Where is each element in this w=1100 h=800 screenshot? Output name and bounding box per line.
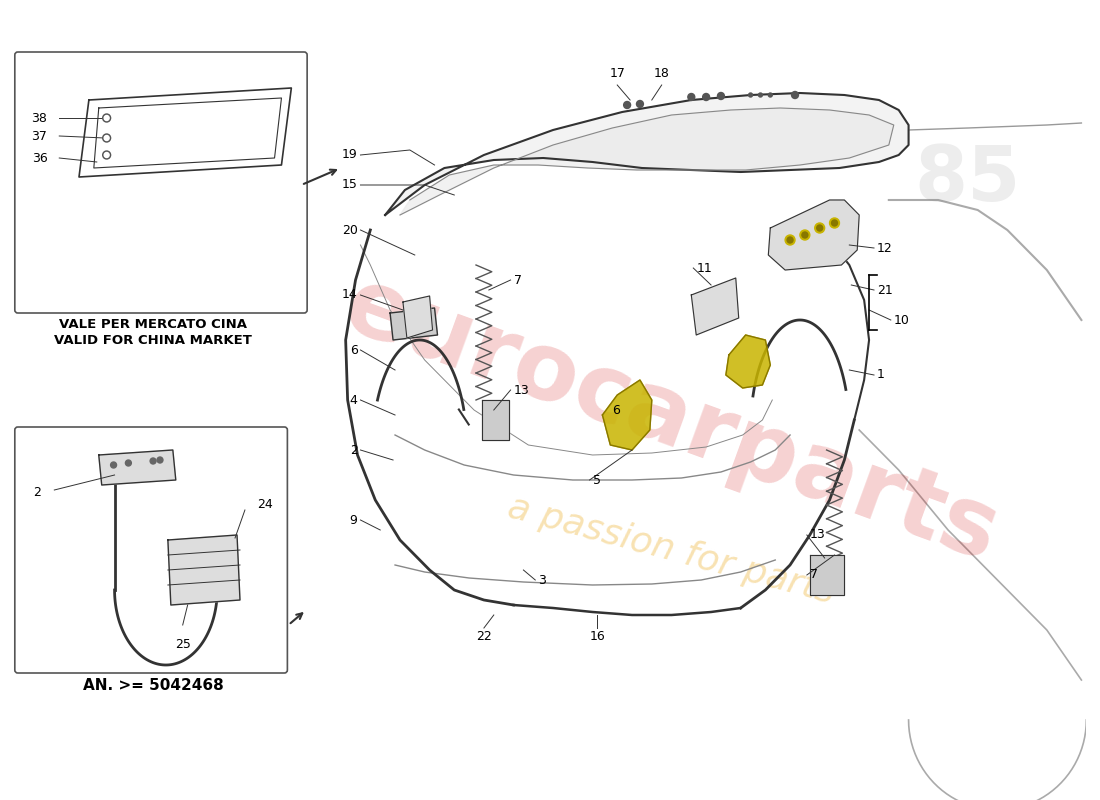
Circle shape xyxy=(785,235,795,245)
Circle shape xyxy=(688,94,695,101)
Text: 6: 6 xyxy=(613,403,620,417)
Text: a passion for parts: a passion for parts xyxy=(505,490,838,610)
Circle shape xyxy=(104,153,109,158)
Text: 13: 13 xyxy=(514,383,529,397)
Circle shape xyxy=(759,93,762,97)
Text: 7: 7 xyxy=(514,274,521,286)
Polygon shape xyxy=(810,555,845,595)
Text: 4: 4 xyxy=(350,394,358,406)
Polygon shape xyxy=(168,535,240,605)
Circle shape xyxy=(788,237,793,243)
Text: 14: 14 xyxy=(342,289,358,302)
Text: 24: 24 xyxy=(256,498,273,511)
Circle shape xyxy=(815,223,825,233)
Circle shape xyxy=(125,460,131,466)
Text: 18: 18 xyxy=(653,67,670,80)
Text: 1: 1 xyxy=(877,369,884,382)
Polygon shape xyxy=(385,93,909,215)
Text: 17: 17 xyxy=(609,67,625,80)
Circle shape xyxy=(800,230,810,240)
Polygon shape xyxy=(99,450,176,485)
Text: 25: 25 xyxy=(175,638,190,651)
Text: 15: 15 xyxy=(342,178,358,191)
Circle shape xyxy=(104,115,109,121)
Polygon shape xyxy=(400,108,894,215)
Polygon shape xyxy=(390,308,438,340)
Polygon shape xyxy=(403,296,432,338)
Text: 16: 16 xyxy=(590,630,605,643)
Circle shape xyxy=(157,457,163,463)
Text: 2: 2 xyxy=(350,443,358,457)
Text: 13: 13 xyxy=(810,529,826,542)
Text: 7: 7 xyxy=(810,569,817,582)
Text: AN. >= 5042468: AN. >= 5042468 xyxy=(82,678,223,693)
Circle shape xyxy=(624,102,630,109)
Circle shape xyxy=(802,232,807,238)
Circle shape xyxy=(637,101,644,107)
Circle shape xyxy=(792,91,799,98)
FancyBboxPatch shape xyxy=(14,427,287,673)
Circle shape xyxy=(829,218,839,228)
Circle shape xyxy=(111,462,117,468)
Text: 5: 5 xyxy=(593,474,601,486)
Text: 3: 3 xyxy=(538,574,546,586)
Circle shape xyxy=(768,93,772,97)
Circle shape xyxy=(150,458,156,464)
Polygon shape xyxy=(603,380,652,450)
Text: 85: 85 xyxy=(914,143,1021,217)
Text: VALE PER MERCATO CINA: VALE PER MERCATO CINA xyxy=(59,318,248,331)
Text: 37: 37 xyxy=(32,130,47,142)
Text: 6: 6 xyxy=(350,343,358,357)
Text: 11: 11 xyxy=(696,262,712,274)
Text: 20: 20 xyxy=(342,223,358,237)
Polygon shape xyxy=(768,200,859,270)
Polygon shape xyxy=(482,400,508,440)
Polygon shape xyxy=(691,278,739,335)
Text: 19: 19 xyxy=(342,149,358,162)
Circle shape xyxy=(102,151,111,159)
Circle shape xyxy=(832,220,837,226)
Circle shape xyxy=(749,93,752,97)
Text: 2: 2 xyxy=(34,486,42,499)
Text: VALID FOR CHINA MARKET: VALID FOR CHINA MARKET xyxy=(54,334,252,347)
Text: 38: 38 xyxy=(32,111,47,125)
Text: 9: 9 xyxy=(350,514,358,526)
Text: 21: 21 xyxy=(877,283,893,297)
Circle shape xyxy=(703,94,710,101)
Text: 12: 12 xyxy=(877,242,893,254)
Text: 36: 36 xyxy=(32,151,47,165)
Polygon shape xyxy=(726,335,770,388)
Text: 22: 22 xyxy=(476,630,492,643)
Text: eurocarparts: eurocarparts xyxy=(332,259,1011,581)
Circle shape xyxy=(104,135,109,141)
Circle shape xyxy=(102,114,111,122)
Circle shape xyxy=(816,225,823,231)
FancyBboxPatch shape xyxy=(14,52,307,313)
Text: 10: 10 xyxy=(894,314,910,326)
Circle shape xyxy=(102,134,111,142)
Circle shape xyxy=(717,93,725,99)
